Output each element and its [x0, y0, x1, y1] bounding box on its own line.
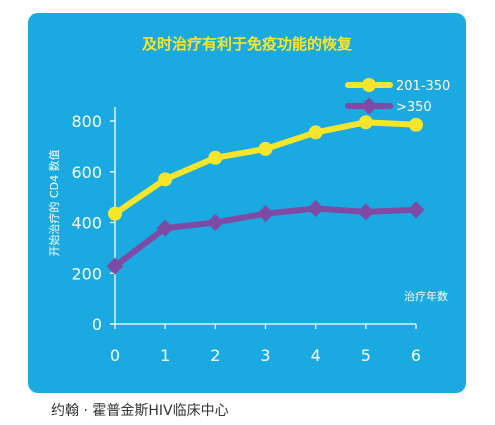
y-tick-label: 0 [92, 315, 102, 334]
data-point-circle [208, 150, 223, 165]
x-tick-label: 0 [110, 346, 120, 365]
data-point-circle [108, 206, 122, 221]
x-axis-label: 治疗年数 [404, 289, 448, 303]
data-point-diamond [106, 257, 124, 275]
data-point-diamond [307, 200, 325, 218]
data-point-circle [358, 115, 373, 130]
data-point-diamond [407, 201, 425, 219]
chart-card: 及时治疗有利于免疫功能的恢复 0 200 400 600 800 0 1 2 3 4 5 6 治疗年数 开始… [28, 13, 466, 393]
y-tick-label: 400 [71, 214, 102, 233]
data-point-diamond [156, 219, 174, 237]
data-point-diamond [357, 203, 375, 221]
x-tick-label: 1 [160, 346, 170, 365]
y-tick-label: 200 [71, 264, 102, 283]
data-point-circle [158, 172, 173, 187]
chart-title: 及时治疗有利于免疫功能的恢复 [142, 35, 353, 53]
legend-label: 201-350 [396, 79, 450, 94]
source-caption: 约翰 · 霍普金斯HIV临床中心 [51, 403, 229, 419]
cd4-line-chart: 及时治疗有利于免疫功能的恢复 0 200 400 600 800 0 1 2 3 4 5 6 治疗年数 开始… [47, 35, 450, 365]
data-point-circle [362, 78, 376, 92]
x-tick-label: 6 [411, 346, 421, 365]
y-axis-label: 开始治疗的 CD4 数值 [47, 149, 61, 256]
series-line-0 [112, 119, 419, 217]
legend-label: >350 [396, 100, 432, 115]
data-point-circle [258, 141, 273, 156]
x-tick-label: 2 [210, 346, 220, 365]
x-tick-label: 4 [311, 346, 321, 365]
y-tick-label: 800 [71, 112, 102, 131]
x-tick-label: 3 [260, 346, 270, 365]
data-point-diamond [360, 97, 378, 115]
data-point-circle [409, 117, 423, 132]
data-point-circle [308, 125, 323, 140]
x-tick-label: 5 [361, 346, 371, 365]
y-tick-label: 600 [71, 163, 102, 182]
data-point-diamond [206, 214, 224, 231]
data-point-diamond [257, 205, 274, 223]
